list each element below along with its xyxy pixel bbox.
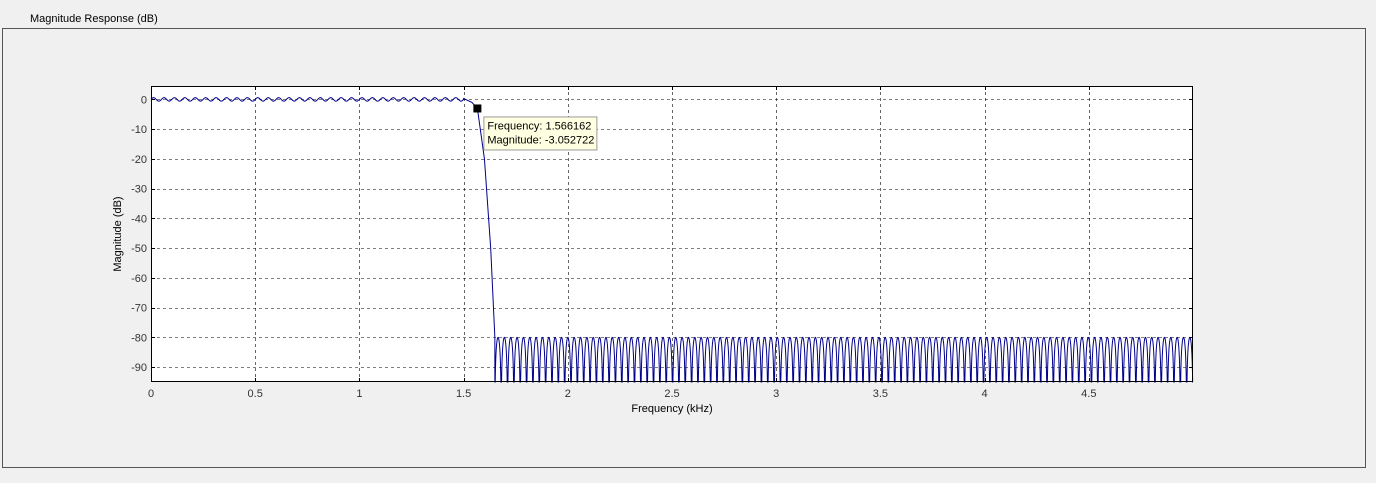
datatip-box[interactable] (483, 116, 598, 151)
x-tick-label: 3.5 (873, 388, 888, 400)
y-tick-label: -10 (131, 124, 147, 136)
x-tick-labels: 0 0.5 1 1.5 2 2.5 3 3.5 4 4.5 (148, 388, 1097, 400)
x-tick-label: 0.5 (248, 388, 263, 400)
y-tick-label: -40 (131, 213, 147, 225)
x-axis-label: Frequency (kHz) (631, 403, 712, 415)
y-tick-labels: 0 -10 -20 -30 -40 -50 -60 -70 -80 -90 (131, 94, 147, 374)
x-tick-label: 3 (773, 388, 779, 400)
plot-area[interactable] (151, 86, 1193, 382)
y-tick-label: -20 (131, 154, 147, 166)
x-tick-label: 2.5 (664, 388, 679, 400)
x-tick-label: 1.5 (456, 388, 471, 400)
y-tick-label: -90 (131, 362, 147, 374)
x-tick-label: 1 (356, 388, 362, 400)
y-tick-label: -50 (131, 243, 147, 255)
y-axis-label: Magnitude (dB) (112, 196, 124, 271)
datatip-magnitude-text: Magnitude: -3.052722 (487, 134, 594, 146)
y-tick-label: -80 (131, 332, 147, 344)
x-tick-label: 0 (148, 388, 154, 400)
datatip[interactable]: Frequency: 1.566162 Magnitude: -3.052722 (473, 104, 598, 151)
datatip-marker[interactable] (473, 104, 482, 113)
datatip-frequency-text: Frequency: 1.566162 (487, 120, 591, 132)
panel-title: Magnitude Response (dB) (27, 12, 161, 26)
plot-frame (151, 86, 1193, 382)
y-tick-label: -70 (131, 303, 147, 315)
y-tick-label: -30 (131, 184, 147, 196)
series-line-magnitude[interactable] (150, 97, 1194, 383)
plot-panel (2, 28, 1366, 468)
x-tick-label: 2 (565, 388, 571, 400)
y-tick-label: -60 (131, 273, 147, 285)
x-tick-label: 4.5 (1081, 388, 1096, 400)
y-tick-label: 0 (141, 94, 147, 106)
x-tick-label: 4 (982, 388, 988, 400)
